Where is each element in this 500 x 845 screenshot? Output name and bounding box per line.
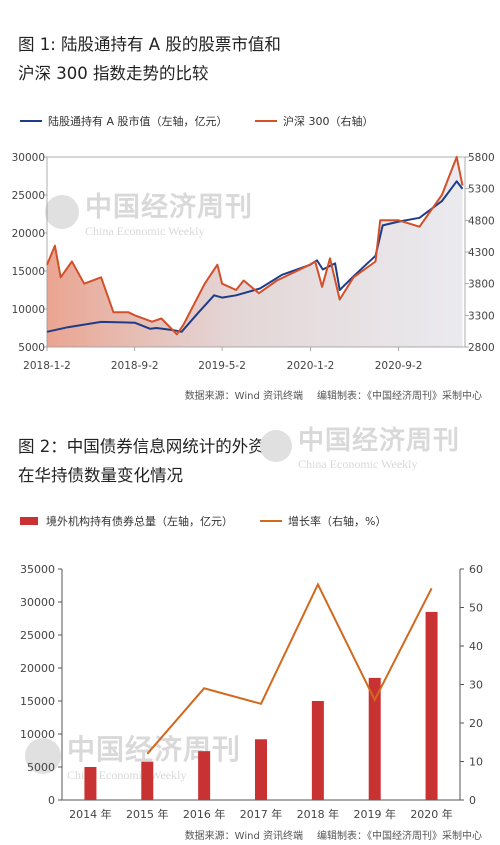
chart1-legend-label-market-value: 陆股通持有 A 股市值（左轴，亿元）	[48, 115, 228, 128]
chart1-x-tick-label: 2020-1-2	[287, 360, 335, 372]
legend-line-swatch-blue	[20, 120, 42, 122]
chart1-title: 图 1: 陆股通持有 A 股的股票市值和 沪深 300 指数走势的比较	[18, 30, 281, 88]
legend-line-swatch-orange	[260, 520, 282, 522]
chart1-plot: 5000 10000 15000 20000 25000 30000 2800 3300 380…	[12, 152, 495, 372]
watermark-cn: 中国经济周刊	[298, 426, 461, 456]
chart2-source: 数据来源：Wind 资讯终端 编辑制表：《中国经济周刊》采制中心	[185, 827, 482, 842]
chart2-x-tick-label: 2018 年	[297, 807, 340, 821]
csi300-line	[46, 156, 464, 336]
chart2-left-tick-label: 35000	[20, 563, 55, 576]
legend-line-swatch-orange	[255, 120, 277, 122]
chart2-right-tick-label: 30	[469, 679, 483, 692]
chart2-right-tick-label: 0	[469, 794, 476, 807]
chart1-source-data: 数据来源：Wind 资讯终端	[184, 391, 303, 402]
bond-holdings-bar	[311, 701, 324, 800]
chart1-left-tick-label: 10000	[12, 304, 45, 316]
chart2-left-tick-label: 30000	[20, 596, 55, 609]
chart2-legend-label-growth: 增长率（右轴，%）	[288, 515, 387, 528]
chart2-left-tick-label: 0	[48, 794, 55, 807]
chart1-x-tick-label: 2018-1-2	[23, 360, 71, 372]
chart1-source: 数据来源：Wind 资讯终端 编辑制表：《中国经济周刊》采制中心	[185, 387, 482, 402]
chart2-left-tick-label: 5000	[27, 761, 55, 774]
chart2-watermark-top: 中国经济周刊 China Economic Weekly	[260, 420, 460, 472]
chart2-legend-label-bonds: 境外机构持有债券总量（左轴，亿元）	[46, 515, 233, 528]
chart2-source-editor: 编辑制表：《中国经济周刊》采制中心	[317, 831, 482, 842]
chart2-x-tick-label: 2017 年	[240, 807, 283, 821]
chart1-legend-csi300: 沪深 300（右轴）	[255, 113, 374, 129]
bond-holdings-bar	[368, 677, 381, 800]
chart1-source-editor: 编辑制表：《中国经济周刊》采制中心	[317, 391, 482, 402]
bond-holdings-bar	[255, 739, 267, 800]
bond-holdings-bar	[84, 767, 97, 800]
legend-bar-swatch-red	[20, 517, 38, 525]
bond-holdings-bar	[198, 751, 211, 800]
chart1-title-line1: 图 1: 陆股通持有 A 股的股票市值和	[18, 35, 281, 54]
chart1-left-tick-label: 15000	[12, 266, 45, 278]
chart2-x-tick-label: 2016 年	[183, 807, 226, 821]
chart1-left-tick-label: 5000	[18, 342, 45, 354]
chart2-right-tick-label: 20	[469, 717, 483, 730]
chart1-x-tick-label: 2018-9-2	[111, 360, 159, 372]
chart2-legend-growth: 增长率（右轴，%）	[260, 513, 386, 529]
bond-holdings-bar	[425, 611, 438, 800]
chart2-legend-bonds: 境外机构持有债券总量（左轴，亿元）	[20, 513, 233, 529]
chart1-right-tick-label: 4300	[468, 247, 495, 259]
watermark-en: China Economic Weekly	[298, 457, 418, 471]
growth-rate-line	[146, 582, 433, 755]
chart2-title-line2: 在华持债数量变化情况	[18, 466, 183, 485]
watermark-logo-icon	[260, 430, 292, 462]
chart2-right-tick-label: 60	[469, 563, 483, 576]
chart2-title-line1: 图 2：中国债券信息网统计的外资	[18, 437, 265, 456]
chart2-left-tick-label: 15000	[20, 695, 55, 708]
chart1-title-line2: 沪深 300 指数走势的比较	[18, 64, 209, 83]
chart2-right-tick-label: 10	[469, 756, 483, 769]
csi300-area-fill	[47, 157, 463, 347]
chart2-x-tick-label: 2019 年	[353, 807, 396, 821]
chart1-right-tick-label: 3300	[468, 310, 495, 322]
chart2-title: 图 2：中国债券信息网统计的外资 在华持债数量变化情况	[18, 432, 265, 490]
chart1-right-tick-label: 4800	[468, 215, 495, 227]
chart1-left-tick-label: 20000	[12, 228, 45, 240]
chart2-x-tick-label: 2020 年	[410, 807, 453, 821]
chart1-right-tick-label: 3800	[468, 279, 495, 291]
bond-holdings-bar	[141, 761, 154, 800]
chart1-left-tick-label: 25000	[12, 190, 45, 202]
chart1-left-tick-label: 30000	[12, 152, 45, 164]
chart2-left-tick-label: 20000	[20, 662, 55, 675]
chart1-legend-label-csi300: 沪深 300（右轴）	[283, 115, 374, 128]
chart2-plot: 0 5000 10000 15000 20000 25000 30000 35000 0 10 20…	[20, 563, 483, 821]
chart1-right-tick-label: 5300	[468, 184, 495, 196]
chart2-left-tick-label: 25000	[20, 629, 55, 642]
chart2-source-data: 数据来源：Wind 资讯终端	[184, 831, 303, 842]
chart2-x-tick-label: 2015 年	[126, 807, 169, 821]
chart2-right-tick-label: 50	[469, 602, 483, 615]
chart2-left-tick-label: 10000	[20, 728, 55, 741]
chart1-right-tick-label: 5800	[468, 152, 495, 164]
chart2-right-tick-label: 40	[469, 640, 483, 653]
chart1-legend-market-value: 陆股通持有 A 股市值（左轴，亿元）	[20, 113, 228, 129]
chart2-x-tick-label: 2014 年	[69, 807, 112, 821]
chart1-x-tick-label: 2020-9-2	[375, 360, 423, 372]
chart1-x-tick-label: 2019-5-2	[198, 360, 246, 372]
chart1-right-tick-label: 2800	[468, 342, 495, 354]
market-value-line	[46, 180, 464, 333]
